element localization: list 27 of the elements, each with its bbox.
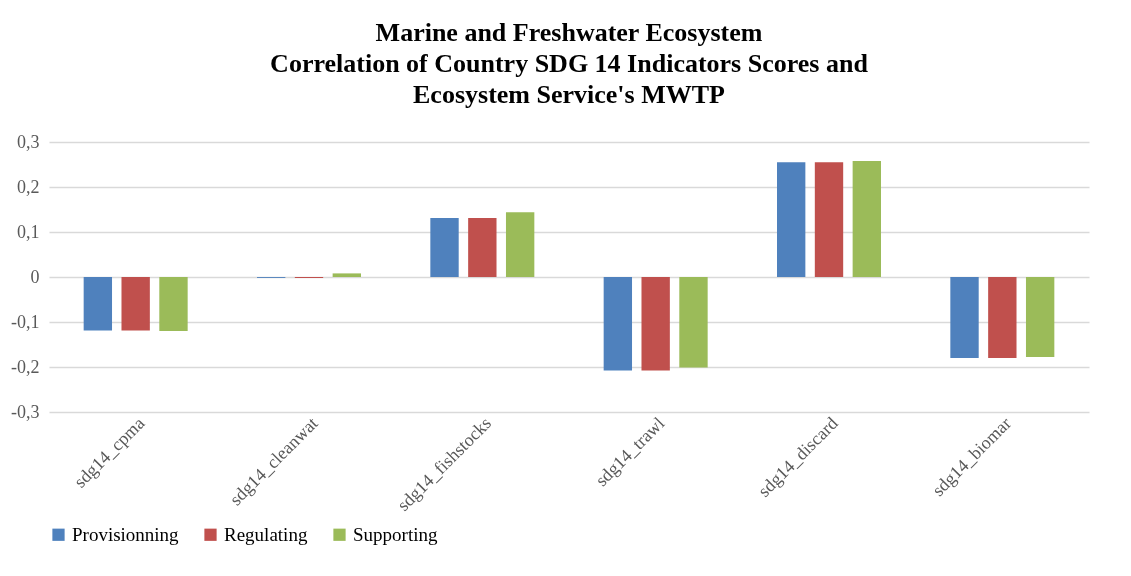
y-tick-label: 0,2 bbox=[17, 176, 40, 197]
bar bbox=[468, 218, 497, 277]
y-tick-label: -0,2 bbox=[11, 356, 40, 377]
bar bbox=[777, 162, 806, 277]
chart-title: Marine and Freshwater Ecosystem Correlation of Country SDG 14 Indicators Scores and Ecosystem Service's MWTP bbox=[270, 18, 869, 109]
legend-label: Provisionning bbox=[72, 523, 180, 545]
bar bbox=[430, 218, 459, 277]
bar bbox=[83, 277, 113, 331]
bar bbox=[1025, 277, 1055, 358]
bar bbox=[950, 277, 979, 358]
y-tick-label: 0,3 bbox=[17, 131, 40, 152]
bar bbox=[505, 212, 535, 277]
y-tick-label: 0 bbox=[30, 266, 40, 287]
bar bbox=[159, 277, 188, 331]
y-tick-label: -0,3 bbox=[11, 401, 40, 422]
bar bbox=[121, 277, 150, 331]
y-tick-label: 0,1 bbox=[17, 221, 40, 242]
y-tick-label: -0,1 bbox=[11, 311, 40, 332]
bar bbox=[679, 277, 708, 368]
bar bbox=[641, 277, 670, 371]
bar bbox=[603, 277, 633, 371]
bar bbox=[332, 273, 361, 277]
legend-label: Regulating bbox=[224, 523, 308, 545]
bar bbox=[852, 160, 881, 277]
bar bbox=[814, 162, 844, 277]
bar bbox=[988, 277, 1017, 358]
legend-label: Supporting bbox=[353, 523, 438, 545]
